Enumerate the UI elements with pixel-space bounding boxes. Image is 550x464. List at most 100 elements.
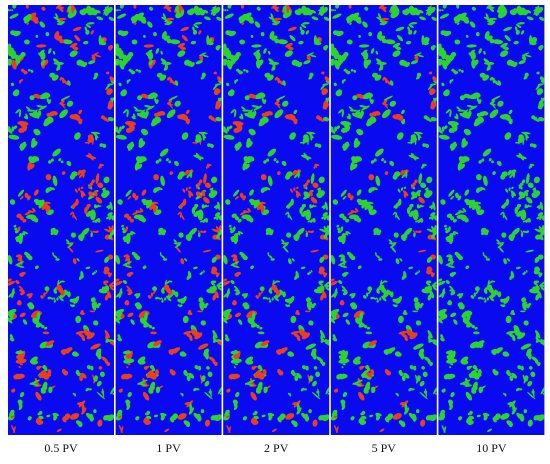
pore (151, 367, 156, 372)
pore (417, 193, 421, 197)
pore (431, 285, 437, 288)
pore (330, 280, 338, 286)
pore (515, 266, 521, 270)
pore (449, 285, 454, 290)
pore (376, 300, 379, 303)
pore (403, 372, 410, 379)
pore (138, 359, 146, 365)
pore (161, 255, 165, 259)
pore (109, 232, 114, 236)
pore (17, 189, 25, 197)
pore (115, 312, 122, 319)
pore (397, 34, 404, 42)
pore (337, 230, 342, 234)
pore (285, 304, 289, 308)
pore (15, 350, 24, 355)
pore (223, 312, 229, 319)
pore (229, 227, 233, 231)
pore (260, 174, 267, 181)
pore (464, 189, 470, 196)
pore (43, 372, 50, 378)
pore (398, 330, 407, 335)
pore (509, 375, 514, 382)
pore (358, 391, 365, 401)
pore (286, 204, 291, 208)
pore (154, 116, 162, 123)
pore (449, 289, 455, 292)
pore (13, 224, 17, 228)
pore (251, 105, 260, 108)
pore (247, 208, 251, 213)
pore (460, 382, 469, 386)
pore (481, 158, 485, 162)
pore (370, 48, 375, 54)
pore (67, 243, 74, 248)
pore (190, 62, 195, 68)
pore (287, 46, 294, 51)
pore (349, 293, 355, 297)
pore (509, 173, 514, 179)
pore (120, 426, 124, 434)
pore (346, 251, 352, 256)
pore (505, 188, 509, 193)
pore (450, 312, 457, 318)
pore (344, 271, 349, 275)
pore (359, 105, 368, 108)
pore (95, 196, 103, 204)
pore (179, 46, 187, 51)
pore (214, 83, 222, 86)
pore (37, 323, 43, 327)
pore (275, 280, 281, 283)
pore (115, 134, 127, 140)
pore (25, 5, 30, 7)
pore (465, 265, 470, 270)
pore (473, 292, 476, 297)
pore (208, 42, 214, 46)
pore (15, 261, 25, 266)
pore (310, 348, 317, 357)
pore (491, 99, 495, 104)
pore (429, 204, 435, 209)
pore (133, 1, 138, 4)
pore (8, 280, 15, 286)
pore (525, 193, 528, 197)
pore (421, 164, 425, 168)
pore (447, 301, 452, 306)
pore (306, 179, 311, 184)
pore (38, 52, 44, 55)
pore (461, 141, 468, 148)
pore (53, 255, 58, 259)
pore (27, 68, 31, 72)
pore (348, 5, 353, 7)
pore (523, 76, 528, 80)
pore (296, 336, 301, 342)
pore (46, 414, 51, 418)
pore (450, 363, 454, 366)
pore (432, 45, 436, 49)
pore (320, 119, 325, 122)
pore (341, 285, 346, 290)
pore (117, 409, 123, 415)
pore (160, 50, 163, 55)
pore (147, 21, 153, 28)
pore (189, 336, 193, 342)
pore (14, 227, 18, 231)
pore (356, 198, 363, 204)
pore (459, 95, 465, 101)
pore (453, 15, 462, 22)
pore (466, 105, 475, 108)
pore (55, 258, 60, 261)
pore (269, 287, 272, 293)
pore (484, 300, 487, 303)
pore (305, 209, 312, 221)
pore (50, 158, 54, 162)
pore (342, 195, 347, 200)
pore (420, 419, 426, 427)
pore (312, 419, 318, 427)
pore (245, 359, 254, 365)
pore (439, 9, 442, 12)
pore (360, 323, 365, 327)
pore (160, 175, 165, 187)
pore (533, 415, 539, 421)
pore (253, 105, 263, 111)
